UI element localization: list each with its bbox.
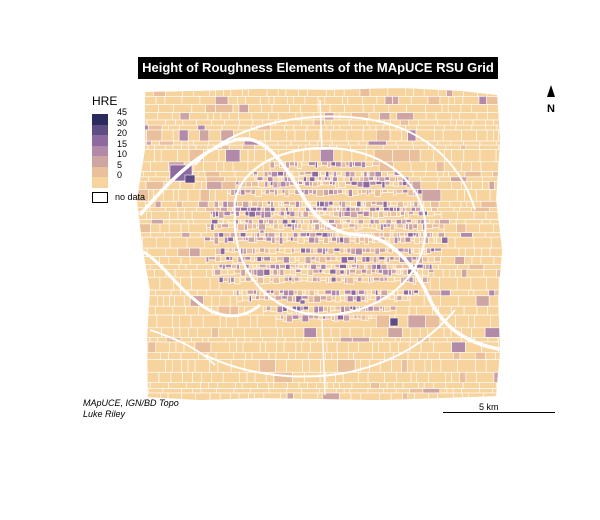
legend-label: 45 [117,107,128,117]
scale-label: 5 km [479,402,499,412]
legend-label: 10 [117,149,128,159]
no-data-swatch [92,192,108,203]
legend: HRE 45 30 20 15 10 5 0 no data [92,94,145,203]
legend-swatch [92,114,108,125]
north-arrow-icon [547,85,555,97]
rsu-polygons-layer [137,88,502,400]
legend-label: 5 [117,159,123,170]
no-data-label: no data [115,192,146,202]
legend-class: 30 [92,118,127,135]
legend-class: 0 [92,170,122,188]
legend-class: 10 [92,149,127,167]
credits-source: MApUCE, IGN/BD Topo [83,398,179,408]
legend-class: 20 [92,128,127,146]
map-title: Height of Roughness Elements of the MApU… [138,57,498,79]
legend-swatch [92,124,108,135]
legend-swatch [92,135,108,146]
legend-swatch [92,166,108,177]
legend-items: 45 30 20 15 10 5 0 [92,107,127,188]
legend-title: HRE [92,94,118,108]
legend-label: 30 [117,117,128,128]
legend-swatch [92,177,108,188]
credits-author: Luke Riley [83,409,126,419]
north-label: N [547,103,555,115]
legend-label: 20 [117,128,128,138]
legend-class: 45 [92,107,127,125]
legend-label: 0 [117,170,123,180]
legend-class: 15 [92,139,127,156]
legend-label: 15 [117,138,128,149]
legend-swatch [92,156,108,167]
legend-swatch [92,145,108,156]
scale-line [443,412,555,413]
legend-class: 5 [92,160,122,177]
map-credits: MApUCE, IGN/BD Topo Luke Riley [83,398,179,420]
north-arrow: N [543,84,559,115]
